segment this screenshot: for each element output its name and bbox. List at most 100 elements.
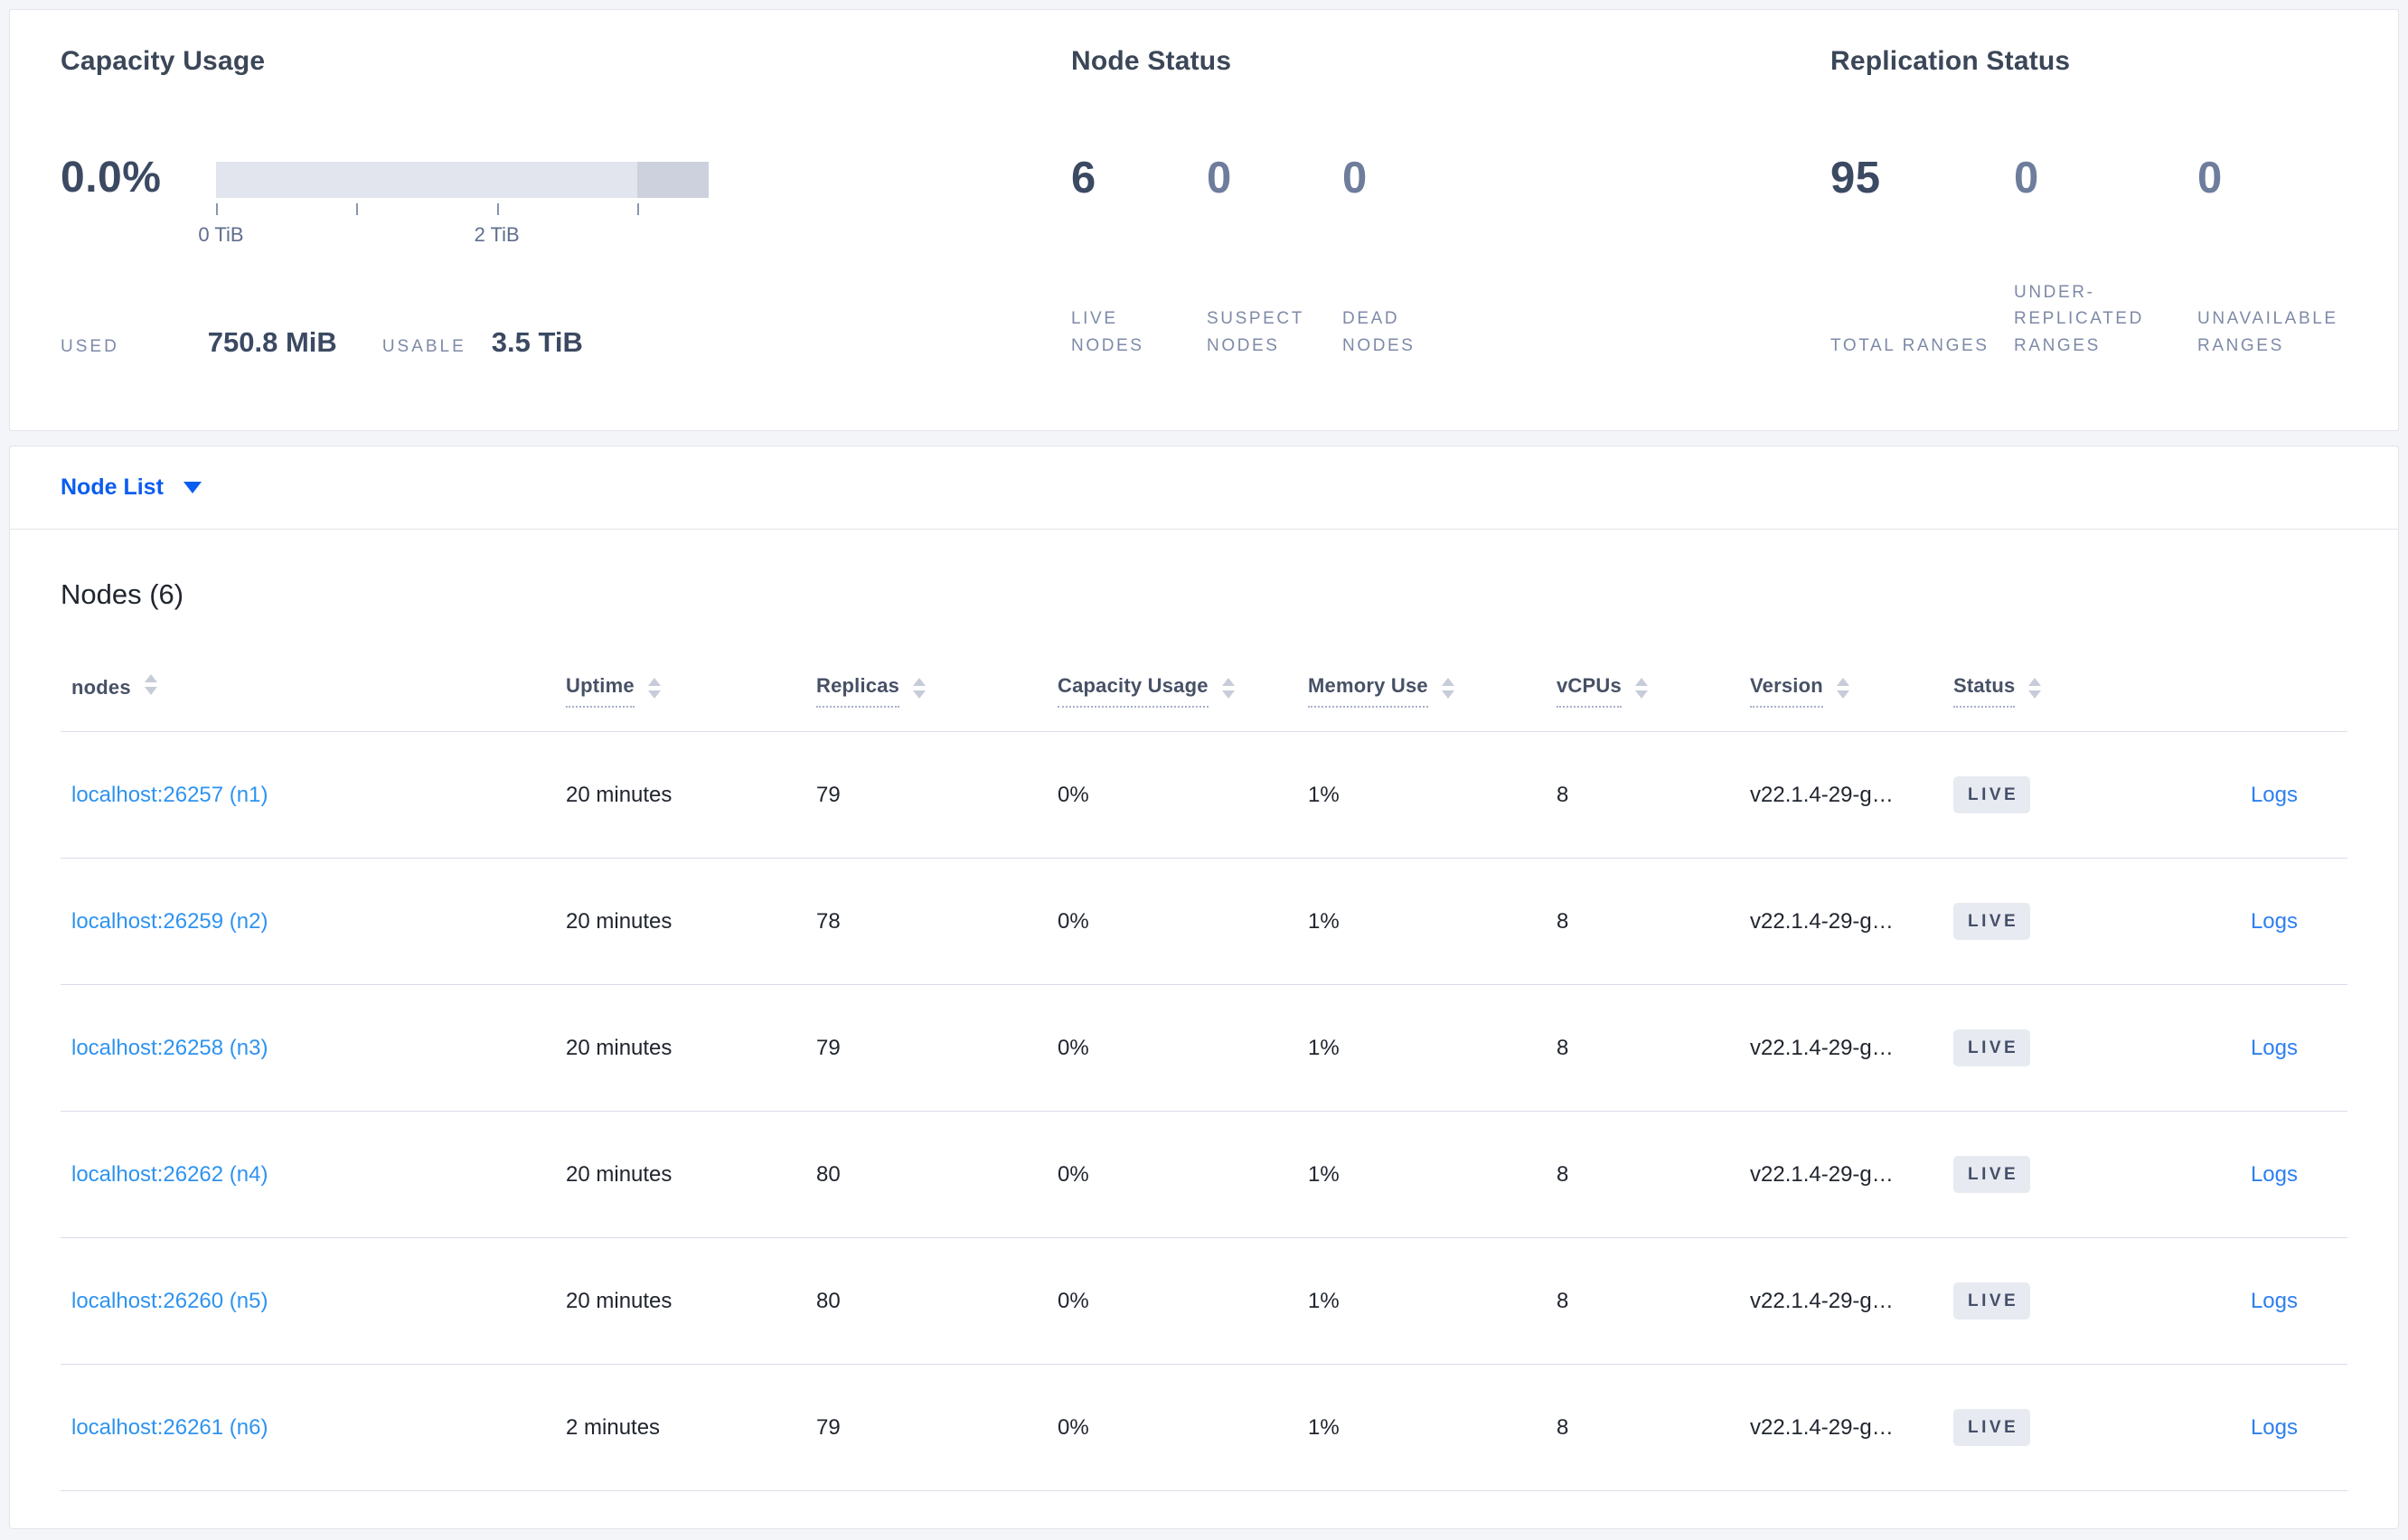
memory-use-cell: 1% <box>1308 1161 1340 1187</box>
version-cell: v22.1.4-29-g… <box>1750 1288 1894 1313</box>
column-header-vcpus[interactable]: vCPUs <box>1546 674 1739 732</box>
status-badge: LIVE <box>1953 1029 2031 1066</box>
uptime-cell: 20 minutes <box>566 908 673 934</box>
live-nodes-stat: 6 LIVE NODES <box>1071 153 1207 359</box>
vcpus-cell: 8 <box>1557 1035 1569 1060</box>
dead-nodes-stat: 0 DEAD NODES <box>1342 153 1478 359</box>
total-ranges-count: 95 <box>1830 154 1881 202</box>
capacity-usage-cell: 0% <box>1058 908 1089 934</box>
replicas-cell: 80 <box>816 1288 841 1313</box>
table-row: localhost:26262 (n4) 20 minutes 80 0% 1%… <box>61 1112 2347 1238</box>
under-replicated-ranges-label: UNDER-REPLICATED RANGES <box>2014 282 2144 355</box>
chevron-down-icon <box>183 482 202 493</box>
logs-link[interactable]: Logs <box>2250 1414 2298 1440</box>
column-label-version: Version <box>1750 674 1823 708</box>
version-cell: v22.1.4-29-g… <box>1750 1161 1894 1187</box>
sort-icon <box>1221 678 1235 699</box>
node-link[interactable]: localhost:26260 (n5) <box>71 1288 268 1313</box>
total-ranges-stat: 95 TOTAL RANGES <box>1830 153 2014 359</box>
capacity-bar-ticks <box>216 203 709 220</box>
unavailable-ranges-stat: 0 UNAVAILABLE RANGES <box>2197 153 2381 359</box>
tick-mark <box>496 203 499 215</box>
sort-icon <box>913 678 927 699</box>
under-replicated-ranges-stat: 0 UNDER-REPLICATED RANGES <box>2014 153 2197 359</box>
column-label-replicas: Replicas <box>816 674 900 708</box>
node-link[interactable]: localhost:26257 (n1) <box>71 782 268 807</box>
column-label-status: Status <box>1953 674 2016 708</box>
status-badge: LIVE <box>1953 903 2031 940</box>
vcpus-cell: 8 <box>1557 1161 1569 1187</box>
logs-link[interactable]: Logs <box>2250 782 2298 807</box>
version-cell: v22.1.4-29-g… <box>1750 1035 1894 1060</box>
version-cell: v22.1.4-29-g… <box>1750 1414 1894 1440</box>
memory-use-cell: 1% <box>1308 908 1340 934</box>
memory-use-cell: 1% <box>1308 1035 1340 1060</box>
unavailable-ranges-label: UNAVAILABLE RANGES <box>2197 309 2338 355</box>
capacity-usage-title: Capacity Usage <box>61 46 266 76</box>
sort-icon <box>647 678 661 699</box>
column-label-vcpus: vCPUs <box>1557 674 1622 708</box>
logs-link[interactable]: Logs <box>2250 1035 2298 1060</box>
nodes-table-header: nodes Uptime Replicas Capacity Usage <box>61 611 2347 732</box>
capacity-usage-cell: 0% <box>1058 1035 1089 1060</box>
suspect-nodes-count: 0 <box>1207 154 1232 202</box>
logs-link[interactable]: Logs <box>2250 908 2298 934</box>
node-link[interactable]: localhost:26261 (n6) <box>71 1414 268 1440</box>
status-badge: LIVE <box>1953 1156 2031 1193</box>
sort-icon <box>1634 678 1648 699</box>
column-label-memory-use: Memory Use <box>1308 674 1428 708</box>
replicas-cell: 79 <box>816 1414 841 1440</box>
table-row: localhost:26260 (n5) 20 minutes 80 0% 1%… <box>61 1238 2347 1365</box>
node-status-section: Node Status 6 LIVE NODES 0 SUSPECT NODES… <box>1071 46 1830 394</box>
node-link[interactable]: localhost:26259 (n2) <box>71 908 268 934</box>
total-ranges-label: TOTAL RANGES <box>1830 335 1989 355</box>
version-cell: v22.1.4-29-g… <box>1750 782 1894 807</box>
column-header-memory-use[interactable]: Memory Use <box>1297 674 1546 732</box>
dead-nodes-count: 0 <box>1342 154 1368 202</box>
capacity-percent-value: 0.0% <box>61 154 162 202</box>
uptime-cell: 20 minutes <box>566 1161 673 1187</box>
column-header-replicas[interactable]: Replicas <box>805 674 1047 732</box>
column-header-logs <box>2168 674 2347 732</box>
cluster-summary-panel: Capacity Usage 0.0% 0 TiB 2 <box>9 9 2399 431</box>
used-label: USED <box>61 337 119 356</box>
capacity-usage-cell: 0% <box>1058 782 1089 807</box>
status-badge: LIVE <box>1953 1282 2031 1319</box>
column-header-status[interactable]: Status <box>1942 674 2168 732</box>
under-replicated-ranges-count: 0 <box>2014 154 2039 202</box>
logs-link[interactable]: Logs <box>2250 1161 2298 1187</box>
uptime-cell: 20 minutes <box>566 1288 673 1313</box>
suspect-nodes-label: SUSPECT NODES <box>1207 309 1304 355</box>
column-header-uptime[interactable]: Uptime <box>555 674 805 732</box>
node-link[interactable]: localhost:26262 (n4) <box>71 1161 268 1187</box>
logs-link[interactable]: Logs <box>2250 1288 2298 1313</box>
node-list-dropdown-label: Node List <box>61 474 164 500</box>
unavailable-ranges-count: 0 <box>2197 154 2223 202</box>
node-link[interactable]: localhost:26258 (n3) <box>71 1035 268 1060</box>
node-list-dropdown[interactable]: Node List <box>61 474 202 501</box>
column-label-uptime: Uptime <box>566 674 635 708</box>
capacity-bar-reserved-segment <box>636 162 709 198</box>
capacity-usage-bar: 0 TiB 2 TiB <box>198 162 709 249</box>
replication-status-section: Replication Status 95 TOTAL RANGES 0 UND… <box>1830 46 2381 394</box>
table-row: localhost:26257 (n1) 20 minutes 79 0% 1%… <box>61 732 2347 859</box>
column-header-capacity-usage[interactable]: Capacity Usage <box>1047 674 1297 732</box>
replicas-cell: 80 <box>816 1161 841 1187</box>
sort-icon <box>1836 678 1849 699</box>
column-header-nodes[interactable]: nodes <box>61 674 555 732</box>
tick-mark <box>636 203 639 215</box>
column-header-version[interactable]: Version <box>1739 674 1942 732</box>
vcpus-cell: 8 <box>1557 1288 1569 1313</box>
usable-label: USABLE <box>381 337 466 356</box>
sort-icon <box>1441 678 1454 699</box>
view-selector-bar: Node List <box>10 446 2398 530</box>
uptime-cell: 20 minutes <box>566 1035 673 1060</box>
suspect-nodes-stat: 0 SUSPECT NODES <box>1207 153 1342 359</box>
sort-icon <box>2028 678 2042 699</box>
node-status-title: Node Status <box>1071 46 1232 76</box>
capacity-usage-cell: 0% <box>1058 1288 1089 1313</box>
vcpus-cell: 8 <box>1557 908 1569 934</box>
replicas-cell: 79 <box>816 1035 841 1060</box>
capacity-usage-cell: 0% <box>1058 1414 1089 1440</box>
capacity-usage-section: Capacity Usage 0.0% 0 TiB 2 <box>61 46 1071 394</box>
